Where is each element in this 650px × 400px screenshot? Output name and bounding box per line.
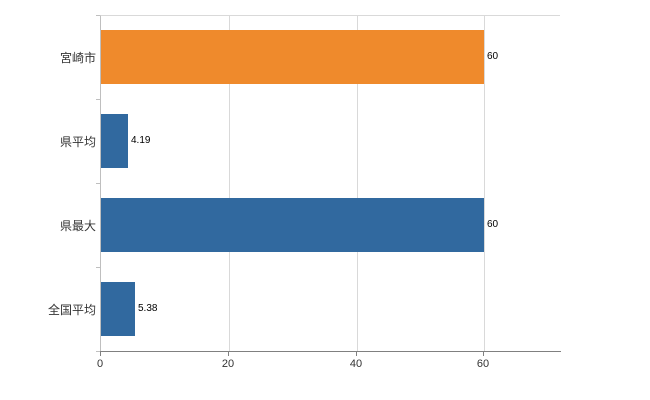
plot-area [100,15,560,351]
bar-宮崎市 [101,30,484,84]
category-label: 県平均 [59,135,96,149]
x-axis-tick-mark [100,352,101,356]
value-label: 60 [487,51,499,62]
x-axis-tick-label: 0 [96,358,104,370]
x-axis-tick-label: 40 [349,358,363,370]
value-label: 4.19 [131,135,151,146]
y-axis-tick-mark [96,15,100,16]
x-axis-line [100,351,561,352]
y-axis-tick-mark [96,267,100,268]
x-axis-tick-mark [228,352,229,356]
gridline [357,16,358,351]
y-axis-tick-mark [96,183,100,184]
x-axis-tick-mark [356,352,357,356]
category-label: 宮崎市 [59,51,96,65]
x-axis-tick-mark [483,352,484,356]
y-axis-tick-mark [96,99,100,100]
gridline [484,16,485,351]
gridline [229,16,230,351]
bar-県平均 [101,114,128,168]
x-axis-tick-label: 60 [476,358,490,370]
bar-県最大 [101,198,484,252]
y-axis-tick-mark [96,351,100,352]
value-label: 5.38 [138,303,158,314]
value-label: 60 [487,219,499,230]
category-label: 県最大 [59,219,96,233]
x-axis-tick-label: 20 [221,358,235,370]
category-label: 全国平均 [47,303,96,317]
bar-全国平均 [101,282,135,336]
